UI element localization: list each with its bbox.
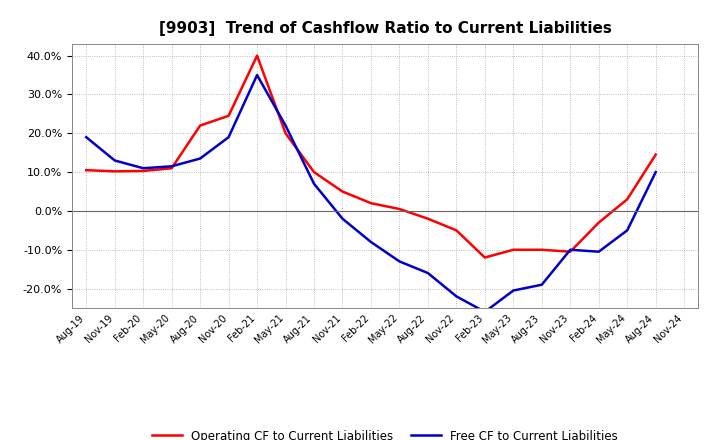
Free CF to Current Liabilities bbox=[537, 282, 546, 287]
Operating CF to Current Liabilities bbox=[282, 131, 290, 136]
Free CF to Current Liabilities bbox=[82, 135, 91, 140]
Free CF to Current Liabilities bbox=[623, 228, 631, 233]
Operating CF to Current Liabilities bbox=[253, 53, 261, 58]
Legend: Operating CF to Current Liabilities, Free CF to Current Liabilities: Operating CF to Current Liabilities, Fre… bbox=[148, 425, 623, 440]
Free CF to Current Liabilities bbox=[480, 309, 489, 315]
Free CF to Current Liabilities bbox=[338, 216, 347, 221]
Operating CF to Current Liabilities bbox=[110, 169, 119, 174]
Operating CF to Current Liabilities bbox=[623, 197, 631, 202]
Free CF to Current Liabilities bbox=[253, 73, 261, 78]
Free CF to Current Liabilities bbox=[652, 169, 660, 175]
Operating CF to Current Liabilities bbox=[452, 228, 461, 233]
Line: Operating CF to Current Liabilities: Operating CF to Current Liabilities bbox=[86, 55, 656, 257]
Title: [9903]  Trend of Cashflow Ratio to Current Liabilities: [9903] Trend of Cashflow Ratio to Curren… bbox=[159, 21, 611, 36]
Operating CF to Current Liabilities bbox=[395, 206, 404, 212]
Operating CF to Current Liabilities bbox=[595, 220, 603, 225]
Free CF to Current Liabilities bbox=[395, 259, 404, 264]
Operating CF to Current Liabilities bbox=[366, 201, 375, 206]
Free CF to Current Liabilities bbox=[310, 181, 318, 187]
Operating CF to Current Liabilities bbox=[139, 169, 148, 174]
Operating CF to Current Liabilities bbox=[566, 249, 575, 254]
Free CF to Current Liabilities bbox=[196, 156, 204, 161]
Free CF to Current Liabilities bbox=[566, 247, 575, 253]
Operating CF to Current Liabilities bbox=[338, 189, 347, 194]
Operating CF to Current Liabilities bbox=[196, 123, 204, 128]
Free CF to Current Liabilities bbox=[423, 271, 432, 276]
Free CF to Current Liabilities bbox=[366, 239, 375, 245]
Free CF to Current Liabilities bbox=[282, 123, 290, 128]
Operating CF to Current Liabilities bbox=[509, 247, 518, 253]
Operating CF to Current Liabilities bbox=[225, 113, 233, 118]
Operating CF to Current Liabilities bbox=[423, 216, 432, 221]
Free CF to Current Liabilities bbox=[509, 288, 518, 293]
Free CF to Current Liabilities bbox=[595, 249, 603, 254]
Free CF to Current Liabilities bbox=[139, 165, 148, 171]
Operating CF to Current Liabilities bbox=[310, 169, 318, 175]
Free CF to Current Liabilities bbox=[167, 164, 176, 169]
Free CF to Current Liabilities bbox=[225, 135, 233, 140]
Operating CF to Current Liabilities bbox=[652, 152, 660, 157]
Operating CF to Current Liabilities bbox=[167, 165, 176, 171]
Free CF to Current Liabilities bbox=[452, 294, 461, 299]
Operating CF to Current Liabilities bbox=[537, 247, 546, 253]
Operating CF to Current Liabilities bbox=[480, 255, 489, 260]
Operating CF to Current Liabilities bbox=[82, 168, 91, 173]
Line: Free CF to Current Liabilities: Free CF to Current Liabilities bbox=[86, 75, 656, 312]
Free CF to Current Liabilities bbox=[110, 158, 119, 163]
